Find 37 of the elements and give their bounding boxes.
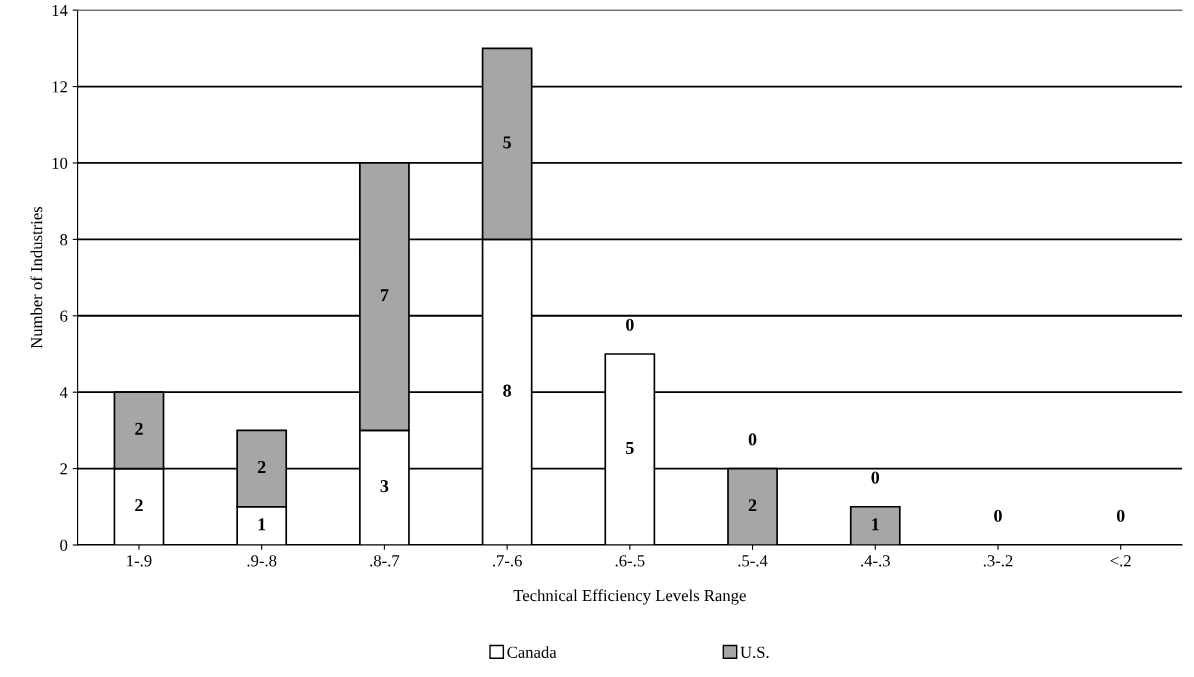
legend-label: U.S.	[740, 646, 769, 658]
y-tick-label: 2	[60, 463, 67, 475]
y-tick-label: 8	[60, 234, 68, 246]
data-label: 2	[257, 460, 266, 473]
data-label: 1	[872, 518, 879, 531]
x-axis-title: Technical Efficiency Levels Range	[513, 589, 746, 605]
data-label: 0	[1116, 509, 1125, 522]
x-tick-label: .3-.2	[983, 555, 1013, 567]
y-tick-label: 6	[60, 310, 68, 322]
y-tick-label: 0	[60, 539, 68, 551]
data-label: 7	[380, 289, 389, 302]
data-label: 0	[871, 471, 880, 484]
data-label: 5	[503, 136, 511, 149]
x-tick-label: .4-.3	[861, 555, 890, 567]
x-tick-label: <.2	[1110, 555, 1131, 567]
y-tick-label: 10	[52, 157, 68, 169]
x-tick-label: .7-.6	[492, 555, 522, 567]
x-tick-label: .5-.4	[738, 555, 768, 567]
data-label: 2	[135, 499, 143, 512]
x-tick-label: 1-.9	[127, 555, 152, 567]
y-tick-label: 4	[59, 386, 68, 398]
data-label: 2	[135, 422, 143, 435]
data-label: 8	[503, 384, 512, 397]
data-label: 0	[748, 433, 757, 446]
x-tick-label: .9-.8	[247, 555, 277, 567]
data-label: 3	[380, 480, 389, 493]
y-axis-title: Number of Industries	[30, 206, 43, 349]
data-label: 5	[626, 442, 634, 454]
y-tick-label: 12	[52, 81, 67, 93]
legend-label: Canada	[507, 646, 557, 658]
x-tick-label: .6-.5	[615, 555, 645, 567]
y-tick-label: 14	[52, 4, 68, 16]
x-tick-label: .8-.7	[370, 555, 400, 567]
data-label: 0	[626, 318, 634, 331]
data-label: 2	[748, 499, 757, 512]
data-label: 0	[994, 509, 1002, 522]
data-label: 1	[258, 518, 266, 531]
